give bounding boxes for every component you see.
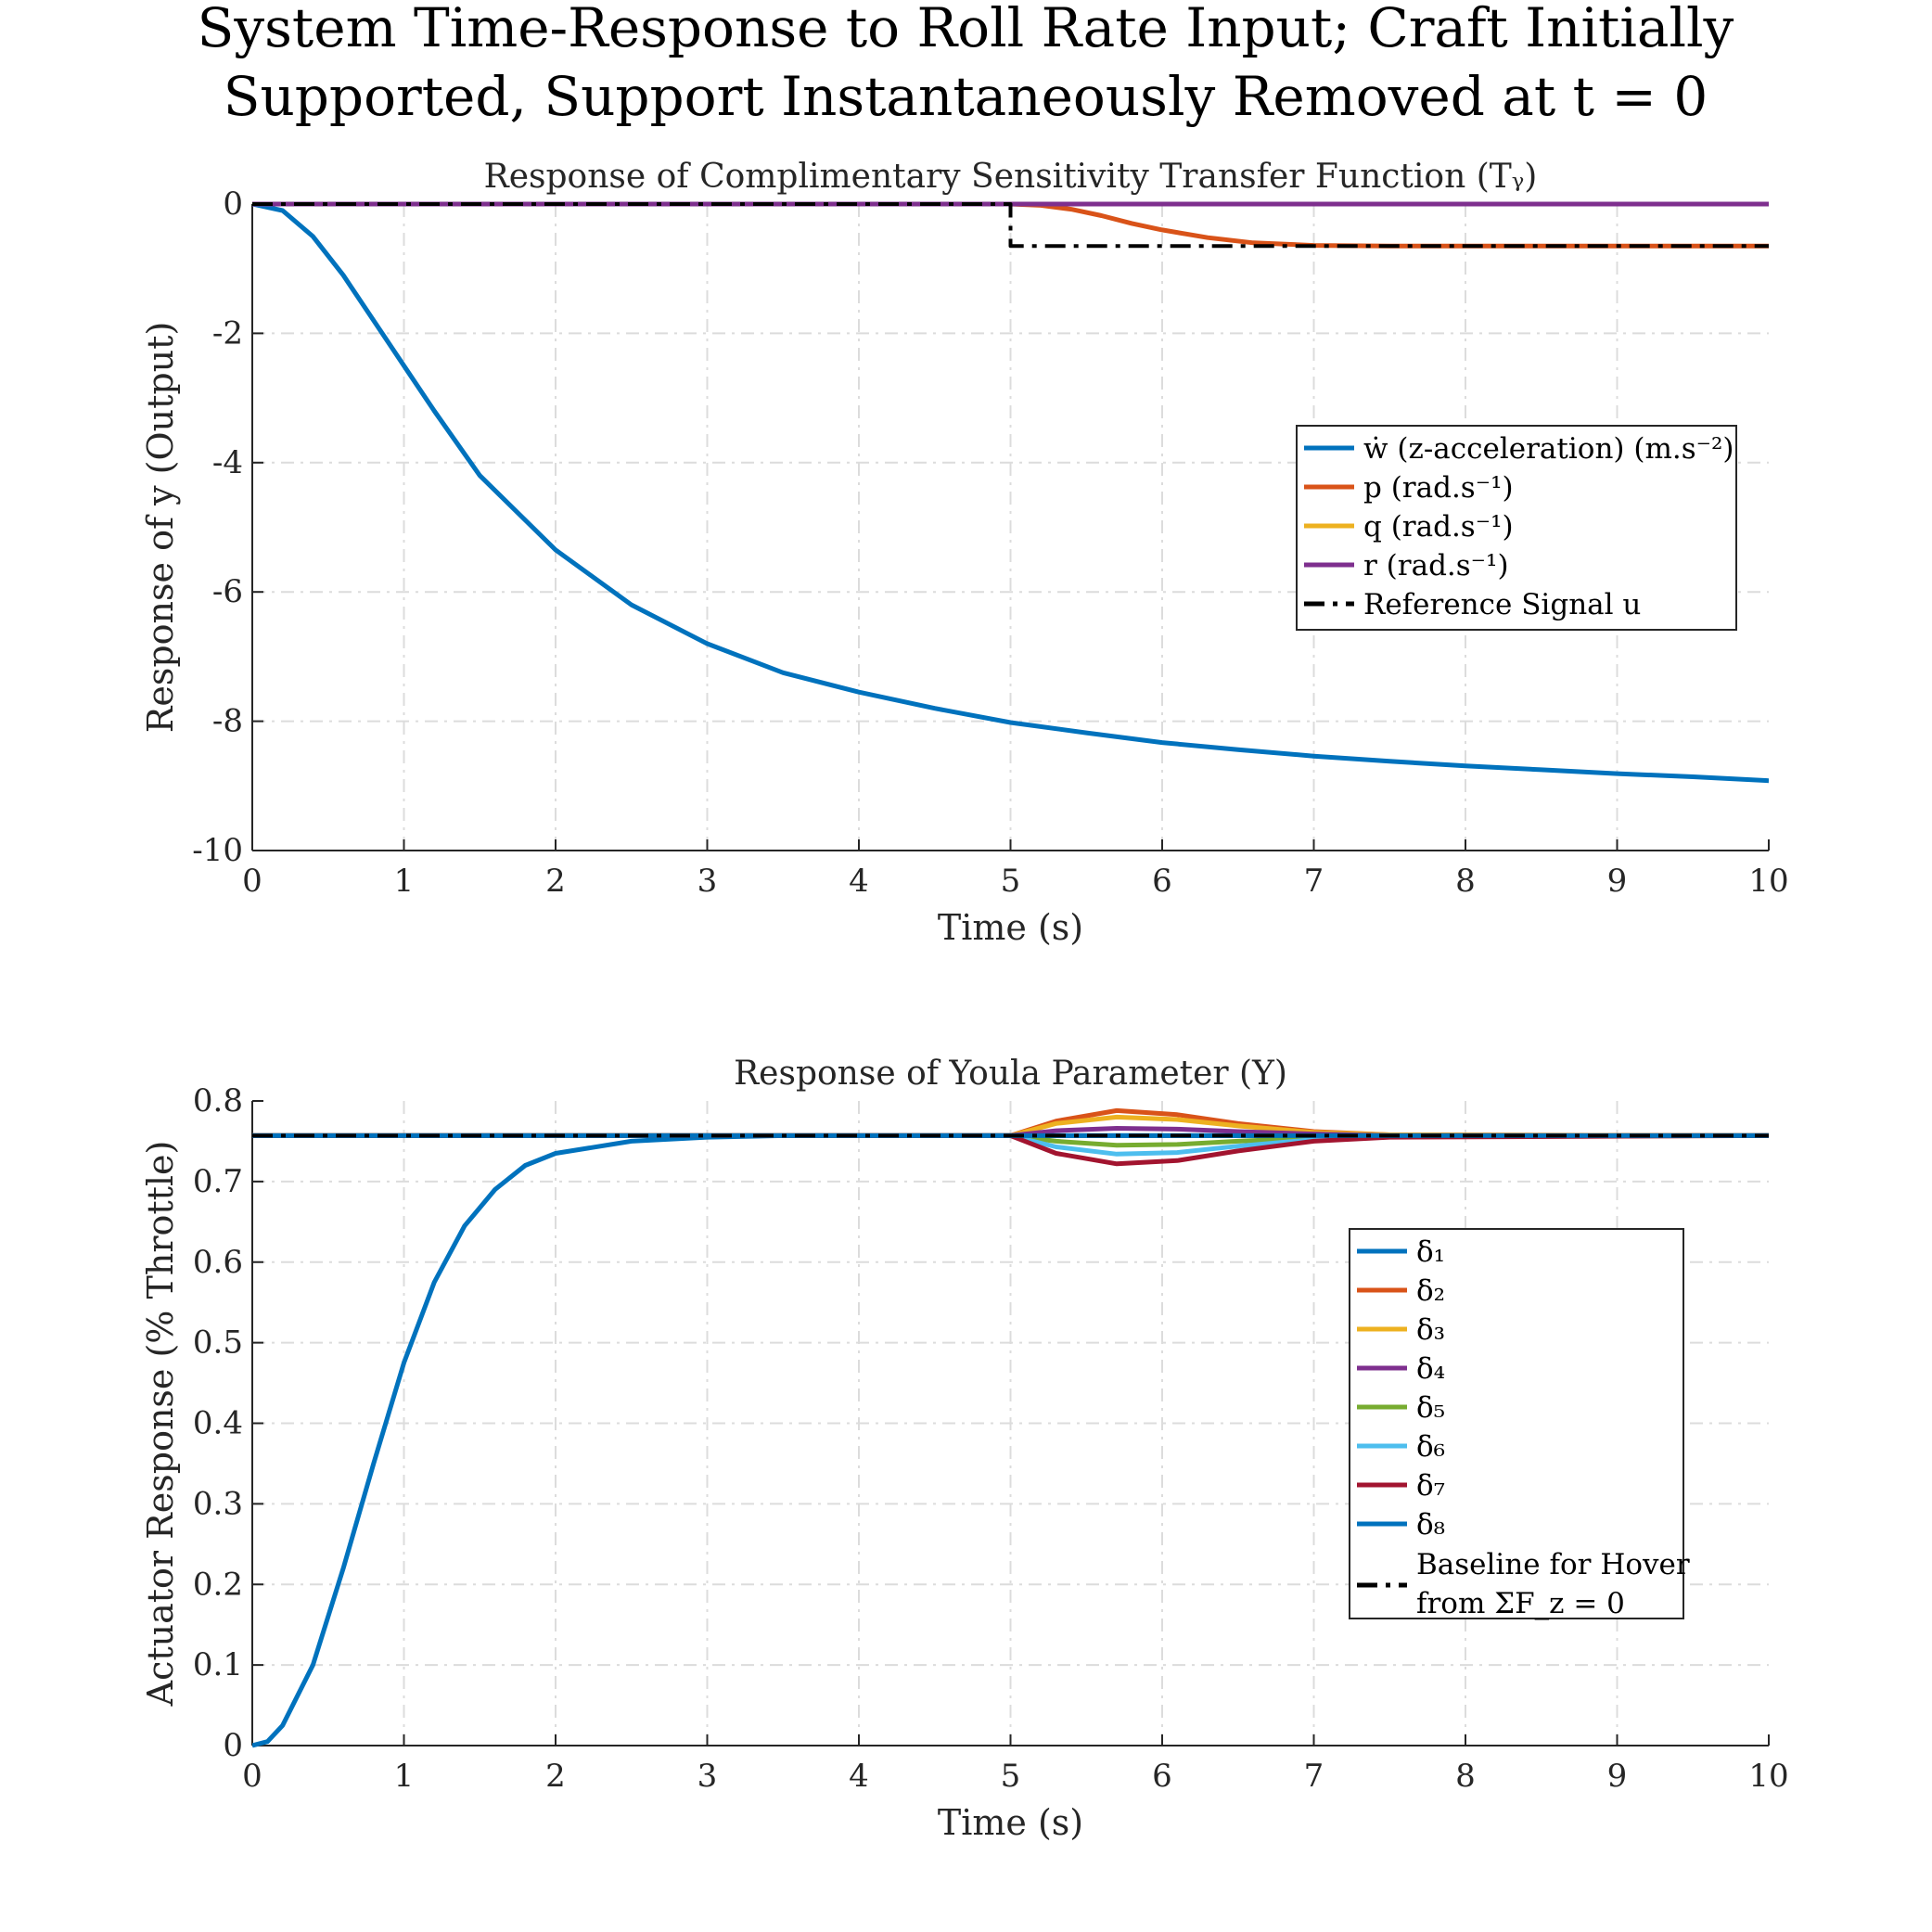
y-tick-label: 0.2 xyxy=(193,1566,243,1603)
y-tick-label: 0 xyxy=(223,1727,243,1764)
y-tick-label: -6 xyxy=(212,573,243,610)
y-tick-label: -8 xyxy=(212,703,243,740)
bottom-plot: 0 1 2 3 4 5 6 7 8 9 10 0.8 0.7 0.6 0.5 0.4 0.3 0.2 0.1 0 Res… xyxy=(140,1055,1789,1843)
x-tick-label: 2 xyxy=(545,863,566,900)
subplot-title: Response of Complimentary Sensitivity Tr… xyxy=(484,158,1538,196)
x-axis-label: Time (s) xyxy=(938,907,1083,948)
x-axis-label: Time (s) xyxy=(938,1802,1083,1843)
legend-label-4: r (rad.s⁻¹) xyxy=(1363,549,1509,582)
y-axis-label: Actuator Response (% Throttle) xyxy=(140,1141,181,1708)
y-tick-label: 0.6 xyxy=(193,1244,243,1281)
x-tick-label: 5 xyxy=(1001,1758,1021,1795)
x-tick-label: 5 xyxy=(1001,863,1021,900)
legend: δ₁ δ₂ δ₃ δ₄ δ₅ δ₆ δ₇ δ₈ Baseline for Hover from Σ… xyxy=(1349,1228,1690,1620)
y-tick-label: -2 xyxy=(212,314,243,352)
x-tick-label: 9 xyxy=(1607,1758,1628,1795)
x-tick-label: 7 xyxy=(1304,1758,1324,1795)
legend-label-1: δ₁ xyxy=(1416,1235,1445,1269)
y-tick-label: 0.8 xyxy=(193,1082,243,1120)
x-tick-label: 7 xyxy=(1304,863,1324,900)
series-line-1 xyxy=(252,201,1769,784)
x-tick-label: 4 xyxy=(849,863,869,900)
legend-box xyxy=(1349,1228,1684,1619)
y-axis-label: Response of y (Output) xyxy=(140,322,181,734)
y-tick-label: 0.7 xyxy=(193,1163,243,1200)
subplot-title: Response of Youla Parameter (Y) xyxy=(734,1055,1287,1093)
x-tick-label: 6 xyxy=(1152,863,1172,900)
series-line-7 xyxy=(252,1132,1769,1167)
legend-label-6: δ₆ xyxy=(1416,1430,1445,1464)
x-tick-label: 6 xyxy=(1152,1758,1172,1795)
x-tick-label: 8 xyxy=(1455,1758,1476,1795)
legend-label-3: δ₃ xyxy=(1416,1313,1445,1347)
legend-label-8: δ₈ xyxy=(1416,1508,1445,1542)
legend-label-2: δ₂ xyxy=(1416,1274,1445,1308)
legend-label-9: Baseline for Hover from ΣF_z = 0 xyxy=(1416,1548,1690,1620)
x-tick-label: 0 xyxy=(242,1758,262,1795)
legend-label-line: Baseline for Hover xyxy=(1416,1548,1690,1581)
x-tick-label: 2 xyxy=(545,1758,566,1795)
y-tick-label: 0.3 xyxy=(193,1485,243,1522)
legend-box xyxy=(1296,425,1737,631)
legend-label-2: p (rad.s⁻¹) xyxy=(1363,471,1514,505)
legend: ẇ (z-acceleration) (m.s⁻²) p (rad.s⁻¹) q (… xyxy=(1296,425,1737,631)
figure-title-line1: System Time-Response to Roll Rate Input;… xyxy=(198,0,1734,59)
x-tick-label: 3 xyxy=(697,863,718,900)
x-tick-label: 0 xyxy=(242,863,262,900)
x-tick-label: 3 xyxy=(697,1758,718,1795)
legend-label-5: Reference Signal u xyxy=(1363,588,1641,621)
y-tick-label: 0.1 xyxy=(193,1646,243,1683)
legend-label-3: q (rad.s⁻¹) xyxy=(1363,510,1514,544)
y-tick-label: 0.5 xyxy=(193,1324,243,1362)
x-tick-label: 10 xyxy=(1748,1758,1788,1795)
x-tick-label: 1 xyxy=(394,863,415,900)
series-line-5 xyxy=(252,202,1769,249)
x-tick-label: 8 xyxy=(1455,863,1476,900)
legend-label-4: δ₄ xyxy=(1416,1352,1445,1386)
legend-label-7: δ₇ xyxy=(1416,1469,1445,1503)
legend-label-line: from ΣF_z = 0 xyxy=(1416,1587,1625,1620)
legend-label-5: δ₅ xyxy=(1416,1391,1445,1425)
legend-label-1: ẇ (z-acceleration) (m.s⁻²) xyxy=(1363,432,1734,466)
x-tick-label: 1 xyxy=(394,1758,415,1795)
x-tick-label: 10 xyxy=(1748,863,1788,900)
y-tick-label: -10 xyxy=(192,832,243,869)
y-tick-label: 0.4 xyxy=(193,1405,243,1442)
figure-title-line2: Supported, Support Instantaneously Remov… xyxy=(224,65,1708,128)
top-plot: 0 1 2 3 4 5 6 7 8 9 10 0 -2 -4 -6 -8 -10 Response of Comp… xyxy=(140,158,1789,948)
x-tick-label: 9 xyxy=(1607,863,1628,900)
x-tick-label: 4 xyxy=(849,1758,869,1795)
y-tick-label: -4 xyxy=(212,444,243,481)
y-tick-label: 0 xyxy=(223,186,243,223)
